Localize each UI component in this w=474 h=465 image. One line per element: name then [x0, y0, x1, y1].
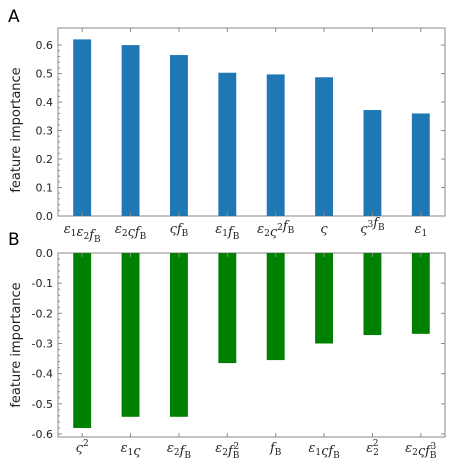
panel-a-y-tick-label: 0.2	[36, 153, 54, 166]
panel-a-y-tick-label: 0.6	[36, 39, 54, 52]
panel-b-category-label-1: ς2	[76, 439, 89, 456]
panel-b-y-tick-label: -0.6	[32, 428, 53, 441]
panel-b-category-label-6: ε1ςfB	[308, 441, 340, 461]
panel-a-category-label-3: ςfB	[170, 222, 189, 239]
panel-b-y-tick-label: -0.1	[32, 277, 53, 290]
panel-a-letter: A	[8, 7, 20, 27]
panel-b-y-tick-label: 0.0	[36, 247, 54, 260]
panel-b-category-label-4: ε2fB2	[215, 441, 240, 461]
panel-a-y-tick-label: 0.4	[36, 96, 54, 109]
panel-b-category-label-3: ε2fB	[167, 441, 192, 461]
panel-a-category-label-4: ε1fB	[215, 222, 240, 242]
panel-a-bar-8	[411, 113, 430, 216]
panel-b-plot-frame	[57, 252, 446, 438]
panel-b-category-label-7: ε22	[366, 439, 379, 458]
panel-a-category-label-1: ε1ε2fB	[64, 222, 101, 245]
panel-a: A feature importance 0.0 0.1 0.2 0.3 0.4 0.5 0…	[8, 7, 446, 245]
panel-b-bar-5	[266, 253, 285, 361]
panel-b-letter: B	[8, 230, 20, 250]
panel-a-y-tick-label: 0.1	[36, 182, 54, 195]
panel-a-bar-3	[169, 55, 188, 216]
panel-a-plot-frame	[57, 27, 446, 217]
panel-a-y-tick-label: 0.3	[36, 125, 54, 138]
panel-a-bar-5	[266, 74, 285, 217]
panel-b-bar-7	[363, 253, 382, 336]
panel-a-y-tick-label: 0.5	[36, 68, 54, 81]
panel-b-y-axis-label: feature importance	[9, 282, 24, 407]
panel-a-bar-4	[218, 72, 237, 216]
panel-b-category-label-5: fB	[269, 441, 282, 458]
panel-a-y-axis-label: feature importance	[9, 67, 24, 192]
panel-b-bar-1	[73, 253, 92, 428]
panel-b-y-tick-label: -0.4	[32, 368, 53, 381]
panel-a-category-label-5: ε2ς2fB	[257, 219, 295, 240]
panel-b-bar-3	[169, 253, 188, 417]
panel-b-category-label-8: ε2ςfB3	[405, 441, 437, 461]
panel-b-y-tick-label: -0.3	[32, 337, 53, 350]
panel-a-bar-1	[73, 39, 92, 217]
panel-a-category-label-6: ς	[320, 222, 328, 237]
panel-b-y-tick-label: -0.5	[32, 398, 53, 411]
panel-b-bar-2	[121, 253, 140, 417]
panel-a-category-label-7: ς3fB	[360, 216, 385, 237]
panel-a-bar-6	[315, 77, 334, 217]
panel-b-bar-6	[315, 253, 334, 344]
panel-a-bar-2	[121, 45, 140, 216]
panel-a-category-label-8: ε1	[414, 222, 427, 239]
panel-b-bar-8	[411, 253, 430, 334]
panel-a-y-tick-label: 0.0	[36, 210, 54, 223]
panel-b-y-tick-label: -0.2	[32, 307, 53, 320]
panel-b-bar-4	[218, 253, 237, 364]
panel-a-category-label-2: ε2ςfB	[115, 222, 147, 242]
panel-b: B feature importance 0.0 -0.1 -0.2 -0.3 -0.4…	[8, 230, 446, 461]
panel-a-bar-7	[363, 110, 382, 216]
panel-b-category-label-2: ε1ς	[121, 441, 142, 459]
